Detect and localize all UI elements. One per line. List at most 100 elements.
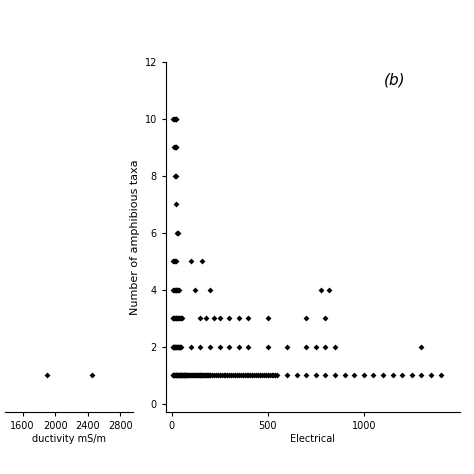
Point — [389, 372, 396, 379]
Point — [176, 343, 184, 351]
Point — [283, 343, 291, 351]
Point — [182, 372, 189, 379]
Point — [173, 143, 180, 151]
Point — [252, 372, 260, 379]
Point — [173, 257, 180, 265]
Point — [173, 314, 181, 322]
Point — [175, 314, 183, 322]
Point — [174, 229, 182, 237]
Point — [176, 343, 183, 351]
Point — [172, 172, 179, 180]
Point — [235, 343, 243, 351]
Point — [170, 314, 178, 322]
X-axis label: Electrical: Electrical — [291, 434, 335, 444]
Point — [171, 143, 178, 151]
Point — [321, 343, 329, 351]
Point — [216, 372, 223, 379]
Point — [321, 314, 329, 322]
Point — [237, 372, 245, 379]
Point — [312, 343, 319, 351]
Point — [180, 372, 187, 379]
Point — [321, 372, 329, 379]
Point — [312, 372, 319, 379]
Point — [212, 372, 219, 379]
Point — [173, 229, 181, 237]
Point — [169, 286, 176, 293]
Point — [170, 286, 177, 293]
Point — [201, 372, 209, 379]
Point — [235, 372, 243, 379]
Point — [270, 372, 277, 379]
Point — [427, 372, 435, 379]
Point — [171, 372, 179, 379]
Point — [231, 372, 239, 379]
Point — [173, 343, 180, 351]
Point — [182, 372, 190, 379]
Point — [172, 372, 179, 379]
Point — [222, 372, 229, 379]
Point — [199, 372, 206, 379]
Point — [191, 286, 199, 293]
Point — [188, 372, 196, 379]
Point — [264, 372, 272, 379]
Point — [293, 372, 301, 379]
Point — [262, 372, 270, 379]
Point — [171, 115, 178, 122]
Point — [173, 343, 181, 351]
Point — [214, 372, 221, 379]
Point — [191, 372, 199, 379]
Point — [245, 343, 252, 351]
Point — [175, 343, 183, 351]
Point — [171, 343, 179, 351]
Point — [173, 115, 180, 122]
Point — [187, 372, 195, 379]
Point — [173, 372, 181, 379]
Point — [195, 372, 202, 379]
Point — [186, 372, 194, 379]
Point — [192, 372, 200, 379]
Point — [172, 314, 179, 322]
Point — [174, 286, 182, 293]
Point — [199, 257, 206, 265]
Point — [264, 314, 272, 322]
Point — [302, 343, 310, 351]
Point — [266, 372, 273, 379]
Point — [233, 372, 241, 379]
Point — [174, 343, 182, 351]
Point — [169, 257, 176, 265]
Point — [169, 314, 176, 322]
Point — [177, 372, 185, 379]
Point — [170, 372, 178, 379]
Point — [220, 372, 228, 379]
Point — [177, 372, 184, 379]
Point — [171, 314, 179, 322]
Point — [350, 372, 358, 379]
Point — [169, 372, 177, 379]
Point — [177, 343, 185, 351]
Point — [268, 372, 275, 379]
Point — [177, 314, 185, 322]
Point — [170, 343, 177, 351]
Point — [174, 314, 182, 322]
Point — [418, 372, 425, 379]
Point — [194, 372, 201, 379]
Point — [170, 257, 178, 265]
Point — [198, 372, 205, 379]
Point — [202, 314, 210, 322]
Point — [206, 286, 214, 293]
Point — [239, 372, 246, 379]
Point — [210, 314, 218, 322]
Point — [245, 314, 252, 322]
Point — [197, 343, 204, 351]
Point — [169, 343, 177, 351]
Point — [172, 286, 179, 293]
Point — [202, 372, 210, 379]
Point — [173, 286, 180, 293]
Point — [173, 286, 181, 293]
X-axis label: ductivity mS/m: ductivity mS/m — [32, 434, 106, 444]
Point — [260, 372, 268, 379]
Text: (b): (b) — [384, 72, 406, 87]
Point — [256, 372, 264, 379]
Point — [197, 372, 204, 379]
Point — [176, 372, 183, 379]
